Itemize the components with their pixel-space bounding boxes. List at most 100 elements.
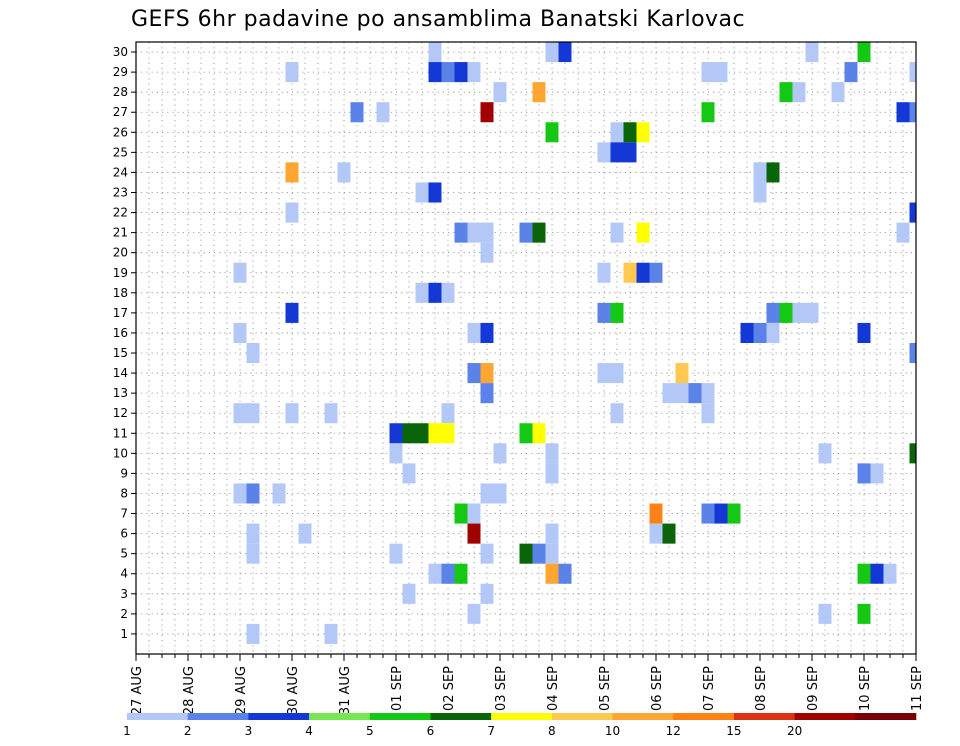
colorbar-swatch	[855, 713, 917, 720]
y-tick-label: 29	[113, 65, 128, 79]
data-cell	[441, 563, 455, 584]
data-cell	[428, 282, 442, 303]
data-cell	[649, 503, 663, 524]
colorbar: 1 2 3 4 5 6 7 8 10 12 15 20	[123, 713, 917, 738]
data-cell	[285, 403, 299, 424]
data-cell	[818, 443, 832, 464]
data-cell	[909, 443, 916, 464]
data-cell	[753, 182, 767, 203]
data-cells	[233, 42, 916, 644]
data-cell	[246, 523, 260, 544]
data-cell	[428, 563, 442, 584]
x-tick-label: 28 AUG	[182, 666, 197, 715]
colorbar-swatch	[127, 713, 188, 720]
x-tick-label: 05 SEP	[598, 666, 613, 711]
data-cell	[532, 82, 546, 103]
data-cell	[402, 463, 416, 484]
colorbar-label: 10	[605, 724, 620, 738]
data-cell	[428, 182, 442, 203]
data-cell	[766, 162, 780, 183]
x-tick-label: 08 SEP	[754, 666, 769, 711]
data-cell	[441, 62, 455, 83]
data-cell	[454, 62, 468, 83]
colorbar-swatch	[551, 713, 613, 720]
data-cell	[454, 563, 468, 584]
chart-title: GEFS 6hr padavine po ansamblima Banatski…	[131, 7, 745, 32]
data-cell	[324, 623, 338, 644]
data-cell	[428, 42, 442, 63]
data-cell	[480, 222, 494, 243]
y-tick-label: 2	[120, 607, 128, 621]
data-cell	[415, 423, 429, 444]
data-cell	[532, 423, 546, 444]
data-cell	[558, 563, 572, 584]
data-cell	[623, 122, 637, 143]
data-cell	[610, 142, 624, 163]
colorbar-label: 7	[487, 724, 495, 738]
data-cell	[649, 262, 663, 283]
data-cell	[467, 363, 481, 384]
data-cell	[324, 403, 338, 424]
data-cell	[610, 222, 624, 243]
data-cell	[662, 523, 676, 544]
data-cell	[714, 62, 728, 83]
x-axis: 27 AUG 28 AUG 29 AUG 30 AUG 31 AUG 01 SEP 02 S…	[130, 654, 925, 715]
data-cell	[545, 42, 559, 63]
data-cell	[285, 202, 299, 223]
y-tick-label: 12	[113, 406, 128, 420]
y-tick-label: 28	[113, 85, 128, 99]
colorbar-label: 2	[184, 724, 192, 738]
colorbar-label: 1	[123, 724, 131, 738]
colorbar-label: 4	[305, 724, 313, 738]
data-cell	[597, 363, 611, 384]
data-cell	[766, 302, 780, 323]
data-cell	[467, 222, 481, 243]
data-cell	[285, 62, 299, 83]
data-cell	[909, 62, 916, 83]
data-cell	[857, 42, 871, 63]
y-tick-label: 30	[113, 45, 128, 59]
data-cell	[662, 383, 676, 404]
data-cell	[727, 503, 741, 524]
data-cell	[467, 603, 481, 624]
colorbar-swatch	[430, 713, 492, 720]
colorbar-swatch	[612, 713, 674, 720]
y-tick-label: 9	[120, 466, 128, 480]
data-cell	[857, 463, 871, 484]
data-cell	[480, 363, 494, 384]
data-cell	[597, 142, 611, 163]
data-cell	[233, 403, 247, 424]
x-tick-label: 06 SEP	[650, 666, 665, 711]
data-cell	[558, 42, 572, 63]
data-cell	[831, 82, 845, 103]
data-cell	[519, 222, 533, 243]
data-cell	[441, 423, 455, 444]
data-cell	[480, 483, 494, 504]
data-cell	[753, 162, 767, 183]
y-tick-label: 13	[113, 386, 128, 400]
x-tick-label: 09 SEP	[806, 666, 821, 711]
data-cell	[467, 322, 481, 343]
data-cell	[298, 523, 312, 544]
data-cell	[480, 543, 494, 564]
data-cell	[246, 623, 260, 644]
data-cell	[545, 563, 559, 584]
data-cell	[415, 282, 429, 303]
colorbar-swatch	[794, 713, 856, 720]
data-cell	[519, 543, 533, 564]
colorbar-swatch	[309, 713, 371, 720]
data-cell	[870, 463, 884, 484]
y-tick-label: 5	[120, 547, 128, 561]
data-cell	[792, 302, 806, 323]
data-cell	[597, 302, 611, 323]
data-cell	[480, 102, 494, 123]
colorbar-label: 6	[427, 724, 435, 738]
colorbar-swatch	[187, 713, 249, 720]
data-cell	[636, 262, 650, 283]
data-cell	[610, 302, 624, 323]
x-tick-label: 29 AUG	[234, 666, 249, 715]
data-cell	[675, 383, 689, 404]
data-cell	[545, 463, 559, 484]
data-cell	[467, 523, 481, 544]
data-cell	[480, 583, 494, 604]
